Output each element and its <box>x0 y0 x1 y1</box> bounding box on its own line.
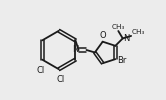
Text: O: O <box>100 31 106 40</box>
Text: Br: Br <box>117 56 126 65</box>
Text: CH₃: CH₃ <box>132 29 145 35</box>
Text: Cl: Cl <box>56 75 64 84</box>
Text: CH₃: CH₃ <box>111 24 125 30</box>
Text: Cl: Cl <box>36 66 44 74</box>
Text: N: N <box>72 45 78 54</box>
Text: N: N <box>123 34 130 43</box>
